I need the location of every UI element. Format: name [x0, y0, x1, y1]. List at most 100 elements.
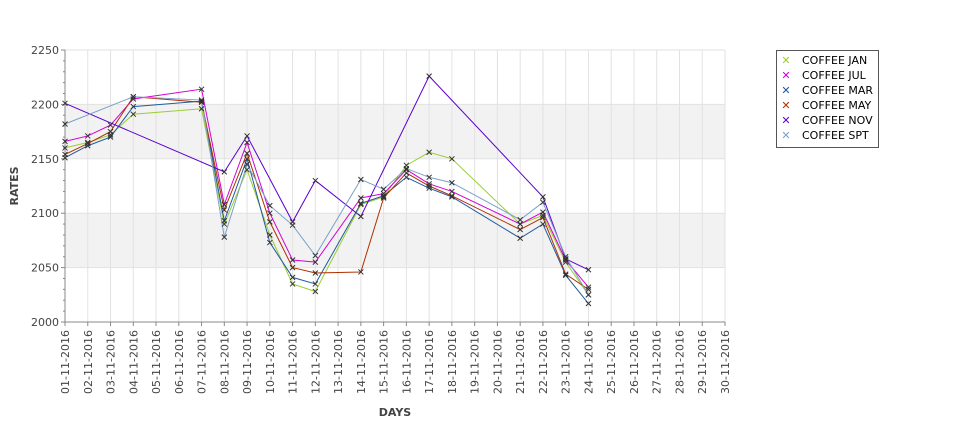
series-markers [62, 73, 592, 307]
data-point-coffee-jan [289, 281, 296, 287]
data-point-coffee-jan [244, 166, 250, 173]
data-point-coffee-mar [358, 200, 364, 207]
grid-band [65, 104, 725, 159]
data-point-coffee-spt [403, 165, 410, 172]
data-point-coffee-mar [107, 134, 114, 140]
data-point-coffee-spt [426, 174, 432, 181]
data-point-coffee-may [540, 214, 546, 221]
legend-marker-icon: ✕ [781, 129, 791, 142]
x-tick-label: 23-11-2016 [560, 330, 573, 394]
data-point-coffee-jan [266, 232, 273, 238]
x-tick-label: 29-11-2016 [696, 330, 709, 394]
data-point-coffee-spt [312, 252, 319, 259]
x-tick-label: 14-11-2016 [355, 330, 368, 394]
data-point-coffee-mar [221, 217, 228, 224]
x-tick-label: 17-11-2016 [423, 330, 436, 394]
data-point-coffee-jul [198, 86, 205, 93]
x-tick-label: 02-11-2016 [82, 330, 95, 394]
data-point-coffee-spt [221, 234, 228, 240]
data-point-coffee-mar [562, 272, 569, 279]
data-point-coffee-may [198, 99, 205, 106]
data-point-coffee-nov [244, 133, 250, 139]
y-tick-label: 2100 [31, 207, 59, 220]
x-tick-label: 11-11-2016 [287, 330, 300, 394]
legend-marker-icon: ✕ [781, 69, 791, 82]
x-tick-label: 01-11-2016 [59, 330, 72, 394]
data-point-coffee-mar [449, 194, 455, 200]
legend-item: ✕ COFFEE MAY [777, 99, 878, 114]
x-tick-label: 28-11-2016 [673, 330, 686, 394]
legend-item: ✕ COFFEE JAN [777, 54, 878, 69]
data-point-coffee-jul [289, 257, 296, 263]
data-point-coffee-spt [244, 161, 250, 168]
x-tick-label: 04-11-2016 [127, 330, 140, 394]
data-point-coffee-jul [244, 139, 250, 146]
data-point-coffee-spt [266, 202, 273, 209]
legend-item: ✕ COFFEE SPT [777, 129, 878, 144]
x-tick-label: 22-11-2016 [537, 330, 550, 394]
data-point-coffee-jul [585, 284, 592, 291]
data-point-coffee-may [517, 226, 524, 233]
data-point-coffee-may [244, 150, 250, 157]
legend-marker-icon: ✕ [781, 99, 791, 112]
data-point-coffee-mar [198, 98, 205, 104]
data-point-coffee-jul [426, 180, 432, 187]
data-point-coffee-may [426, 183, 432, 189]
x-tick-label: 06-11-2016 [173, 330, 186, 394]
data-point-coffee-may [62, 151, 68, 158]
data-point-coffee-jul [449, 188, 455, 195]
data-point-coffee-spt [585, 291, 592, 298]
legend-label: COFFEE MAY [802, 99, 872, 112]
x-tick-label: 24-11-2016 [582, 330, 595, 394]
data-point-coffee-may [312, 270, 319, 276]
legend-item: ✕ COFFEE JUL [777, 69, 878, 84]
y-tick-label: 2250 [31, 44, 59, 57]
x-axis-ticks: 01-11-2016 02-11-2016 03-11-2016 04-11-2016… [59, 322, 732, 394]
data-point-coffee-nov [358, 213, 364, 220]
y-tick-label: 2150 [31, 153, 59, 166]
data-point-coffee-jan [62, 145, 68, 151]
x-tick-label: 03-11-2016 [105, 330, 118, 394]
data-point-coffee-spt [449, 179, 455, 186]
data-point-coffee-mar [585, 300, 592, 307]
data-point-coffee-mar [289, 274, 296, 281]
background-bands [65, 104, 725, 268]
data-point-coffee-jul [517, 221, 524, 227]
data-point-coffee-may [403, 170, 410, 176]
data-point-coffee-may [266, 219, 273, 225]
x-tick-label: 20-11-2016 [491, 330, 504, 394]
y-axis-title: RATES [8, 166, 21, 205]
x-tick-label: 12-11-2016 [309, 330, 322, 394]
y-axis-ticks: 2000 2050 2100 2150 2200 2250 [31, 44, 65, 329]
data-point-coffee-nov [312, 177, 319, 184]
legend-marker-icon: ✕ [781, 114, 791, 127]
data-point-coffee-mar [517, 235, 524, 242]
legend-label: COFFEE NOV [802, 114, 873, 127]
data-point-coffee-jan [426, 149, 432, 156]
data-point-coffee-jul [540, 209, 546, 215]
data-point-coffee-spt [289, 222, 296, 229]
x-axis-title: DAYS [379, 406, 412, 419]
data-point-coffee-jul [358, 195, 364, 201]
data-point-coffee-nov [562, 256, 569, 262]
x-tick-label: 07-11-2016 [196, 330, 209, 394]
data-point-coffee-jul [84, 133, 91, 139]
chart-legend: ✕ COFFEE JAN ✕ COFFEE JUL ✕ COFFEE MAR ✕ COFFEE… [776, 50, 879, 148]
data-point-coffee-jan [312, 288, 319, 295]
data-point-coffee-nov [62, 100, 68, 107]
legend-label: COFFEE JUL [802, 69, 866, 82]
x-tick-label: 18-11-2016 [446, 330, 459, 394]
legend-item: ✕ COFFEE NOV [777, 114, 878, 129]
data-point-coffee-jul [107, 122, 114, 128]
data-point-coffee-spt [130, 93, 137, 100]
data-point-coffee-may [585, 286, 592, 293]
data-point-coffee-may [449, 192, 455, 199]
data-point-coffee-mar [426, 185, 432, 192]
data-point-coffee-may [358, 269, 364, 275]
x-tick-label: 19-11-2016 [469, 330, 482, 394]
x-tick-label: 13-11-2016 [332, 330, 345, 394]
data-point-coffee-nov [426, 73, 432, 79]
legend-item: ✕ COFFEE MAR [777, 84, 878, 99]
data-point-coffee-mar [266, 239, 273, 246]
